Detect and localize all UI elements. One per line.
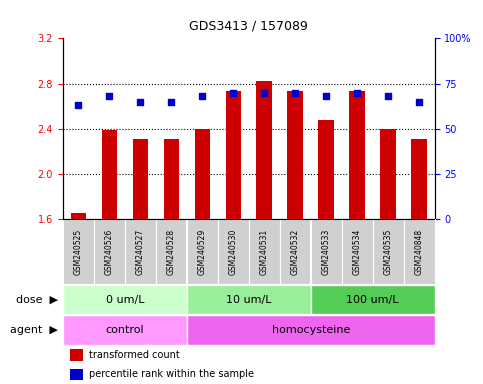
Bar — [256, 81, 272, 219]
Bar — [412, 139, 427, 219]
Point — [354, 89, 361, 96]
Bar — [226, 91, 241, 219]
Bar — [101, 130, 117, 219]
Text: GSM240531: GSM240531 — [260, 228, 269, 275]
Text: 10 um/L: 10 um/L — [226, 295, 271, 305]
Bar — [280, 219, 311, 284]
Point — [168, 98, 175, 104]
Bar — [195, 129, 210, 219]
Bar — [350, 91, 365, 219]
Bar — [63, 285, 187, 314]
Bar — [381, 129, 396, 219]
Bar — [63, 316, 187, 345]
Text: control: control — [105, 325, 144, 335]
Text: GSM240534: GSM240534 — [353, 228, 362, 275]
Bar — [71, 213, 86, 219]
Bar — [187, 316, 435, 345]
Point — [291, 89, 299, 96]
Bar — [311, 285, 435, 314]
Bar — [70, 369, 83, 380]
Text: GSM240535: GSM240535 — [384, 228, 393, 275]
Text: GSM240527: GSM240527 — [136, 228, 145, 275]
Bar — [187, 219, 218, 284]
Text: transformed count: transformed count — [89, 350, 180, 360]
Bar — [156, 219, 187, 284]
Text: agent  ▶: agent ▶ — [10, 325, 58, 335]
Bar — [311, 219, 342, 284]
Bar — [218, 219, 249, 284]
Bar — [94, 219, 125, 284]
Text: GSM240525: GSM240525 — [74, 228, 83, 275]
Text: GDS3413 / 157089: GDS3413 / 157089 — [189, 19, 308, 32]
Point — [229, 89, 237, 96]
Bar — [287, 91, 303, 219]
Text: homocysteine: homocysteine — [271, 325, 350, 335]
Text: GSM240533: GSM240533 — [322, 228, 331, 275]
Point — [415, 98, 423, 104]
Bar — [125, 219, 156, 284]
Text: percentile rank within the sample: percentile rank within the sample — [89, 369, 254, 379]
Bar — [70, 349, 83, 361]
Bar — [318, 120, 334, 219]
Point — [199, 93, 206, 99]
Text: GSM240528: GSM240528 — [167, 228, 176, 275]
Point — [384, 93, 392, 99]
Bar — [164, 139, 179, 219]
Bar — [342, 219, 373, 284]
Point — [105, 93, 113, 99]
Text: 0 um/L: 0 um/L — [105, 295, 144, 305]
Bar — [187, 285, 311, 314]
Text: GSM240526: GSM240526 — [105, 228, 114, 275]
Bar — [63, 219, 94, 284]
Text: GSM240530: GSM240530 — [229, 228, 238, 275]
Bar — [132, 139, 148, 219]
Point — [260, 89, 268, 96]
Text: GSM240848: GSM240848 — [415, 228, 424, 275]
Text: GSM240532: GSM240532 — [291, 228, 300, 275]
Point — [322, 93, 330, 99]
Bar — [373, 219, 404, 284]
Bar — [404, 219, 435, 284]
Text: 100 um/L: 100 um/L — [346, 295, 399, 305]
Text: GSM240529: GSM240529 — [198, 228, 207, 275]
Text: dose  ▶: dose ▶ — [16, 295, 58, 305]
Point — [136, 98, 144, 104]
Point — [74, 102, 82, 108]
Bar — [249, 219, 280, 284]
